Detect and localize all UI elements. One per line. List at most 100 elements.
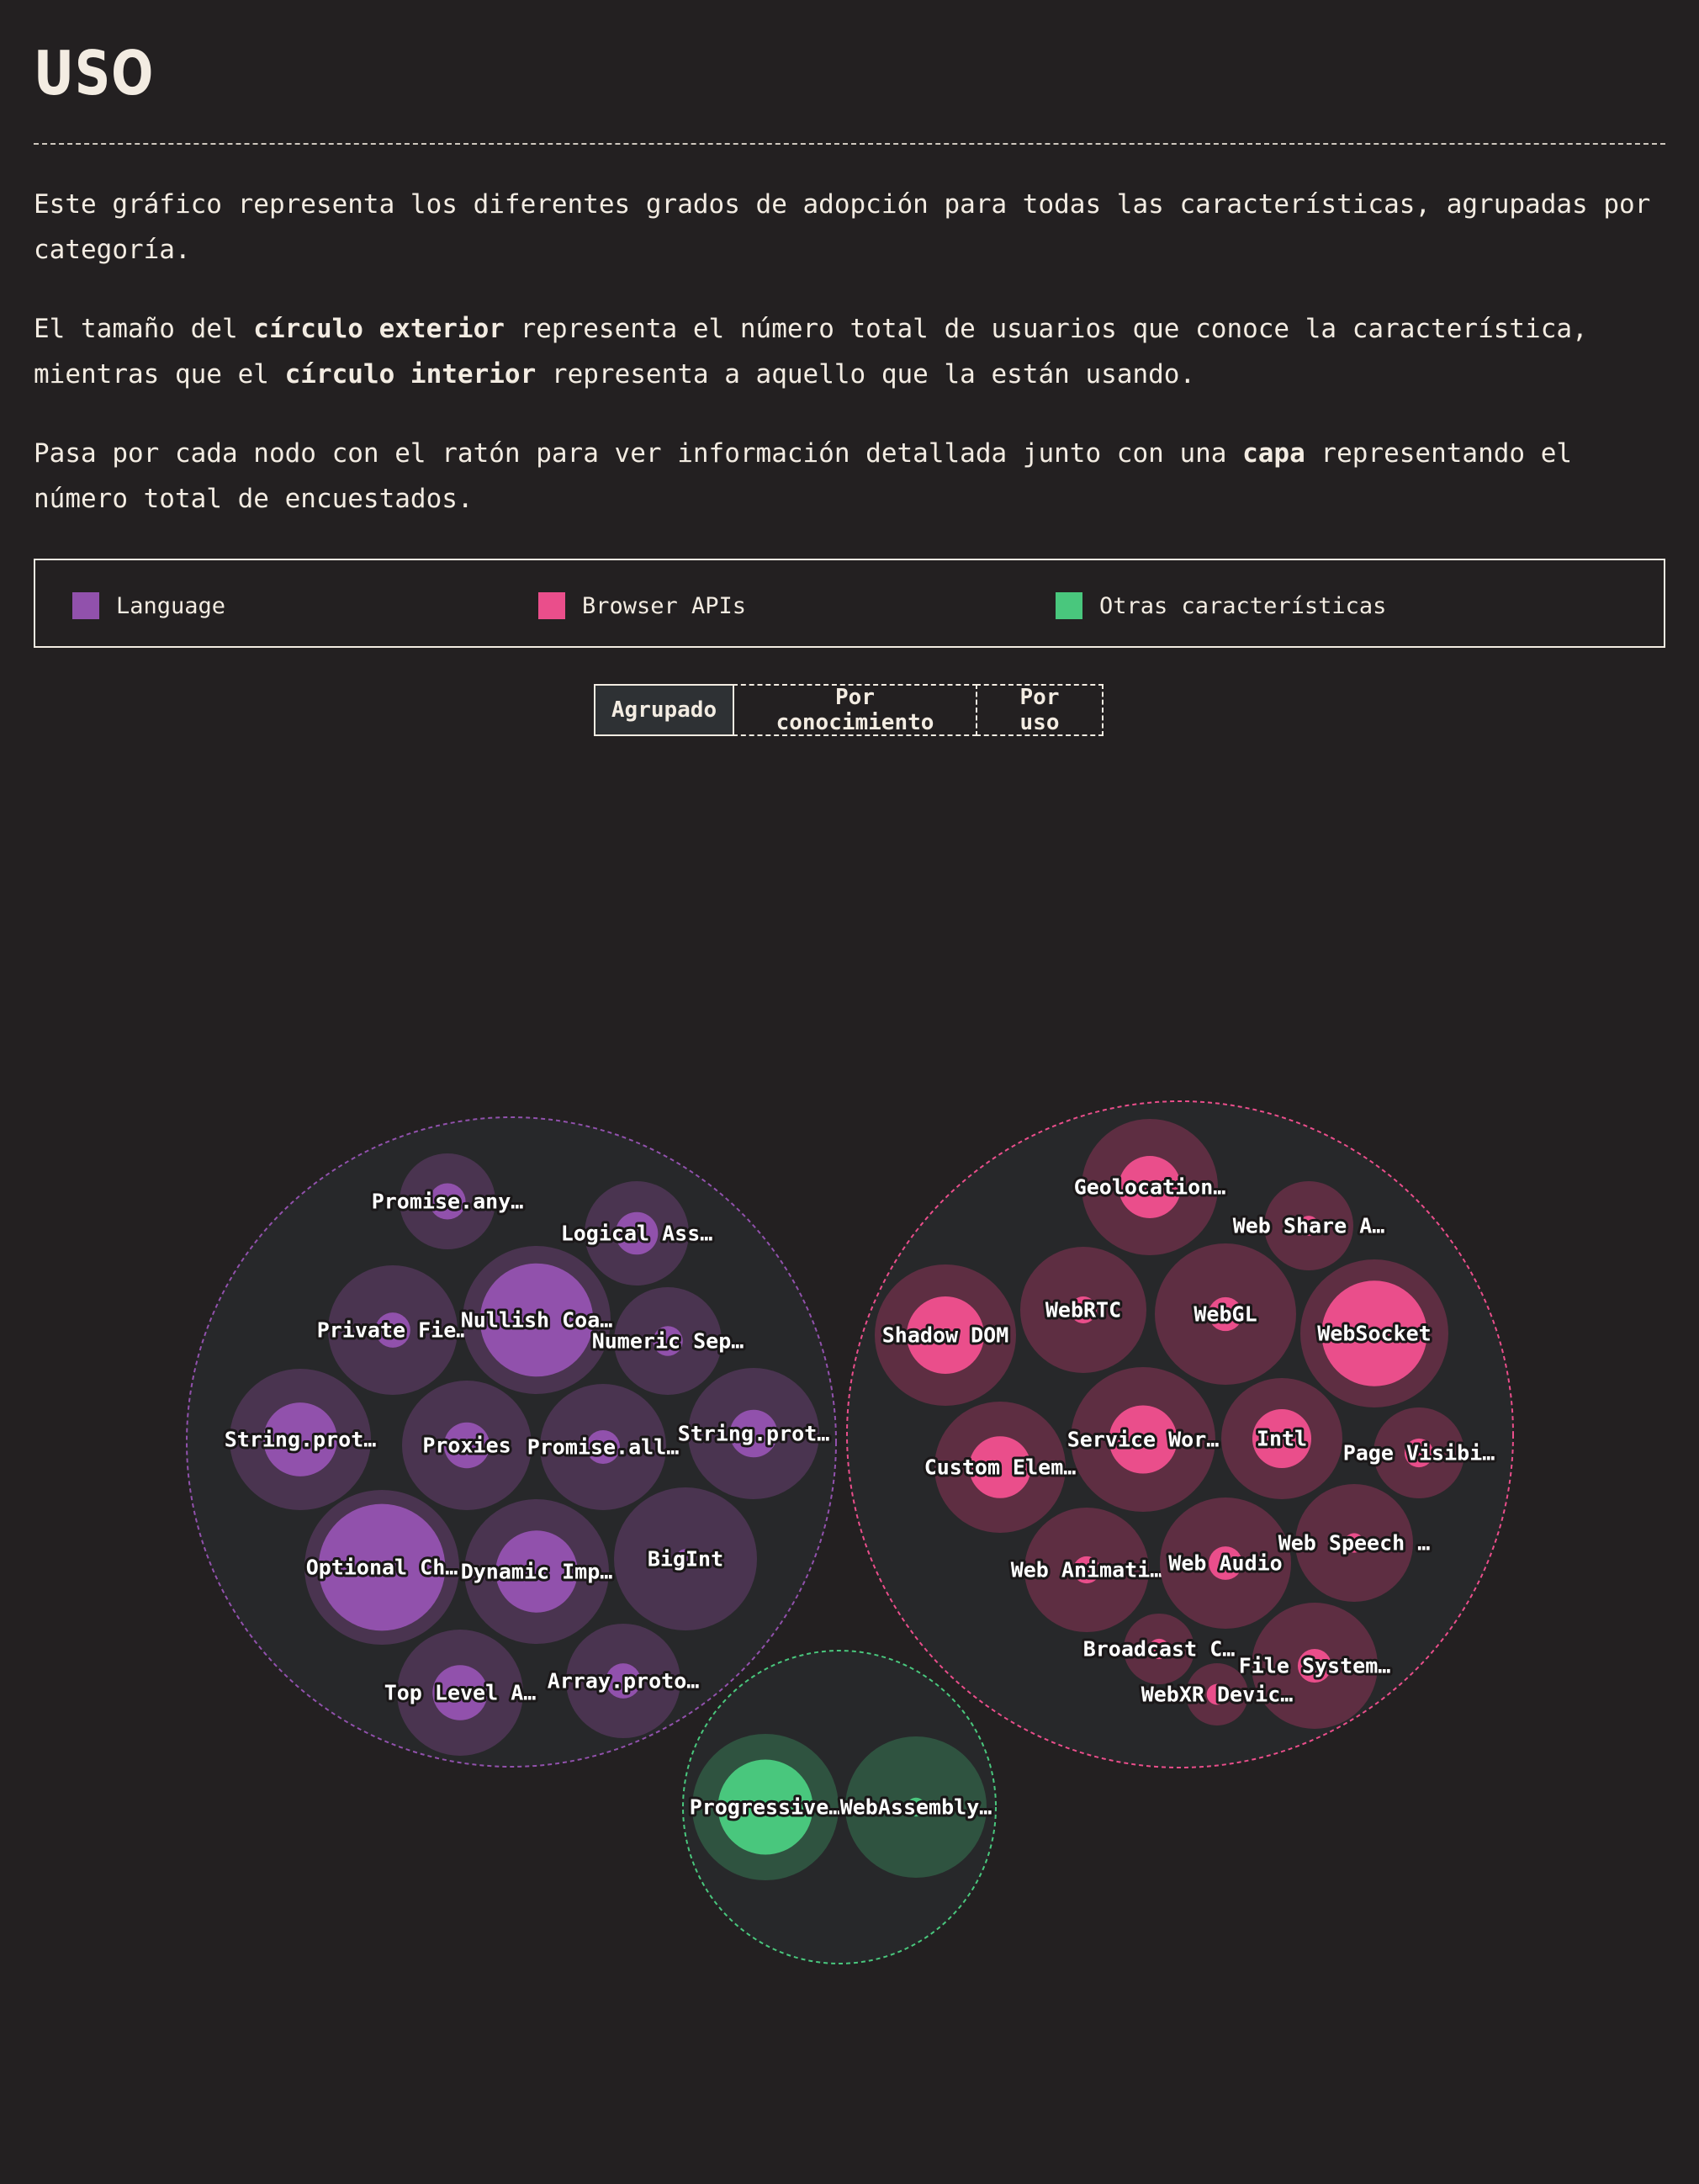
node-label: String.prot… bbox=[225, 1428, 377, 1452]
usage-circle bbox=[653, 1326, 683, 1356]
tab-por-uso[interactable]: Por uso bbox=[976, 684, 1104, 736]
node-label: Promise.any… bbox=[372, 1190, 524, 1214]
bubble-node[interactable]: WebGL bbox=[1155, 1243, 1296, 1385]
node-label: Proxies bbox=[422, 1434, 511, 1458]
usage-circle bbox=[675, 1549, 696, 1569]
usage-circle bbox=[1344, 1533, 1364, 1553]
usage-circle bbox=[1208, 1296, 1243, 1332]
bubble-node[interactable]: File System… bbox=[1236, 1603, 1393, 1729]
bubble-node[interactable]: WebSocket bbox=[1300, 1259, 1448, 1407]
bubble-node[interactable]: Progressive… bbox=[687, 1734, 844, 1880]
usage-circle bbox=[1109, 1405, 1178, 1474]
bubble-node[interactable]: String.prot… bbox=[675, 1368, 832, 1499]
bubble-node[interactable]: Proxies bbox=[402, 1381, 532, 1510]
node-label: Logical Ass… bbox=[561, 1222, 713, 1246]
bubble-node[interactable]: Logical Ass… bbox=[558, 1181, 715, 1285]
usage-circle bbox=[615, 1211, 659, 1255]
bubble-node[interactable]: Page Visibi… bbox=[1341, 1407, 1497, 1498]
bubble-node[interactable]: Optional Ch… bbox=[304, 1490, 460, 1645]
bubble-node[interactable]: Broadcast C… bbox=[1081, 1614, 1237, 1684]
usage-circle bbox=[1299, 1216, 1319, 1236]
bubble-node[interactable]: BigInt bbox=[614, 1487, 757, 1630]
usage-circle bbox=[429, 1183, 466, 1220]
node-label: WebGL bbox=[1194, 1302, 1257, 1327]
usage-circle bbox=[606, 1663, 641, 1699]
legend-item-language[interactable]: Language bbox=[72, 592, 225, 619]
bubble-node[interactable]: Top Level A… bbox=[382, 1630, 538, 1756]
title-divider bbox=[34, 143, 1665, 145]
usage-circle bbox=[1404, 1438, 1434, 1468]
intro-text: El tamaño del bbox=[34, 314, 254, 344]
legend: Language Browser APIs Otras característi… bbox=[34, 559, 1665, 648]
bubble-node[interactable]: Nullish Coa… bbox=[458, 1246, 615, 1394]
bubble-node[interactable]: Numeric Sep… bbox=[590, 1287, 746, 1395]
node-label: Array.proto… bbox=[548, 1669, 700, 1694]
node-label: Web Speech … bbox=[1278, 1531, 1431, 1556]
view-tabs: Agrupado Por conocimiento Por uso bbox=[594, 684, 1104, 736]
node-label: Geolocation… bbox=[1074, 1175, 1226, 1200]
usage-circle bbox=[1148, 1638, 1170, 1660]
bubble-node[interactable]: Array.proto… bbox=[545, 1624, 701, 1738]
page-title: USO bbox=[34, 38, 155, 109]
bubble-node[interactable]: Private Fie… bbox=[315, 1265, 471, 1395]
tab-por-conocimiento[interactable]: Por conocimiento bbox=[733, 684, 977, 736]
node-label: Dynamic Imp… bbox=[461, 1560, 613, 1584]
group-language: Promise.any… Logical Ass… Private Fie…Null… bbox=[186, 1116, 837, 1768]
intro-text: representando el número total de encuest… bbox=[34, 438, 1573, 514]
bubble-node[interactable]: Web Audio bbox=[1160, 1498, 1291, 1629]
usage-circle bbox=[1070, 1296, 1097, 1323]
node-label: Custom Elem… bbox=[924, 1455, 1077, 1480]
usage-circle bbox=[318, 1503, 446, 1631]
legend-item-otras[interactable]: Otras características bbox=[1056, 592, 1386, 619]
node-label: Web Share A… bbox=[1233, 1214, 1385, 1238]
legend-item-browser-apis[interactable]: Browser APIs bbox=[538, 592, 746, 619]
node-label: Web Audio bbox=[1168, 1551, 1282, 1576]
bubble-node[interactable]: WebAssembly… bbox=[838, 1736, 994, 1878]
node-label: Optional Ch… bbox=[306, 1556, 458, 1580]
usage-circle bbox=[717, 1759, 813, 1855]
legend-label: Language bbox=[116, 592, 226, 619]
usage-circle bbox=[1252, 1408, 1312, 1469]
legend-swatch bbox=[72, 592, 99, 619]
node-label: WebSocket bbox=[1317, 1322, 1431, 1346]
bubble-node[interactable]: Custom Elem… bbox=[922, 1402, 1078, 1533]
bubble-node[interactable]: Geolocation… bbox=[1072, 1119, 1228, 1255]
bubble-node[interactable]: Web Share A… bbox=[1231, 1181, 1387, 1270]
usage-circle bbox=[1119, 1156, 1181, 1218]
bubble-node[interactable]: WebRTC bbox=[1020, 1247, 1146, 1373]
usage-circle bbox=[1297, 1648, 1332, 1683]
bubble-node[interactable]: Intl bbox=[1221, 1378, 1342, 1499]
bubble-node[interactable]: Promise.all… bbox=[525, 1384, 681, 1510]
bubble-node[interactable]: Web Animati… bbox=[1008, 1508, 1165, 1632]
bubble-node[interactable]: Shadow DOM bbox=[875, 1264, 1016, 1406]
node-label: WebAssembly… bbox=[840, 1795, 992, 1820]
usage-circle bbox=[443, 1422, 490, 1469]
usage-circle bbox=[479, 1263, 594, 1377]
intro-emphasis: capa bbox=[1242, 438, 1305, 469]
intro-text: Pasa por cada nodo con el ratón para ver… bbox=[34, 438, 1243, 469]
bubble-node[interactable]: WebXR Devic… bbox=[1139, 1663, 1295, 1725]
group-boundary bbox=[682, 1650, 997, 1964]
usage-circle bbox=[1206, 1683, 1228, 1705]
legend-swatch bbox=[538, 592, 565, 619]
usage-circle bbox=[1321, 1280, 1427, 1386]
usage-circle bbox=[432, 1665, 488, 1720]
bubble-node[interactable]: Promise.any… bbox=[369, 1153, 526, 1249]
bubble-node[interactable]: Service Wor… bbox=[1065, 1367, 1221, 1512]
bubble-node[interactable]: String.prot… bbox=[222, 1369, 378, 1510]
usage-circle bbox=[585, 1429, 621, 1465]
node-label: File System… bbox=[1239, 1654, 1391, 1678]
node-label: Broadcast C… bbox=[1083, 1637, 1236, 1662]
group-browser-apis: Geolocation… Web Share A… Shadow DOM WebRTC… bbox=[846, 1100, 1514, 1768]
tab-agrupado[interactable]: Agrupado bbox=[594, 684, 734, 736]
legend-label: Browser APIs bbox=[582, 592, 747, 619]
legend-swatch bbox=[1056, 592, 1082, 619]
usage-circle bbox=[375, 1312, 410, 1348]
intro-text: Este gráfico representa los diferentes g… bbox=[34, 189, 1651, 265]
node-label: Promise.all… bbox=[527, 1435, 680, 1460]
bubble-node[interactable]: Dynamic Imp… bbox=[458, 1499, 615, 1644]
intro-paragraph-1: Este gráfico representa los diferentes g… bbox=[34, 182, 1665, 273]
node-label: WebXR Devic… bbox=[1141, 1683, 1294, 1707]
legend-label: Otras características bbox=[1099, 592, 1387, 619]
bubble-node[interactable]: Web Speech … bbox=[1276, 1484, 1432, 1602]
